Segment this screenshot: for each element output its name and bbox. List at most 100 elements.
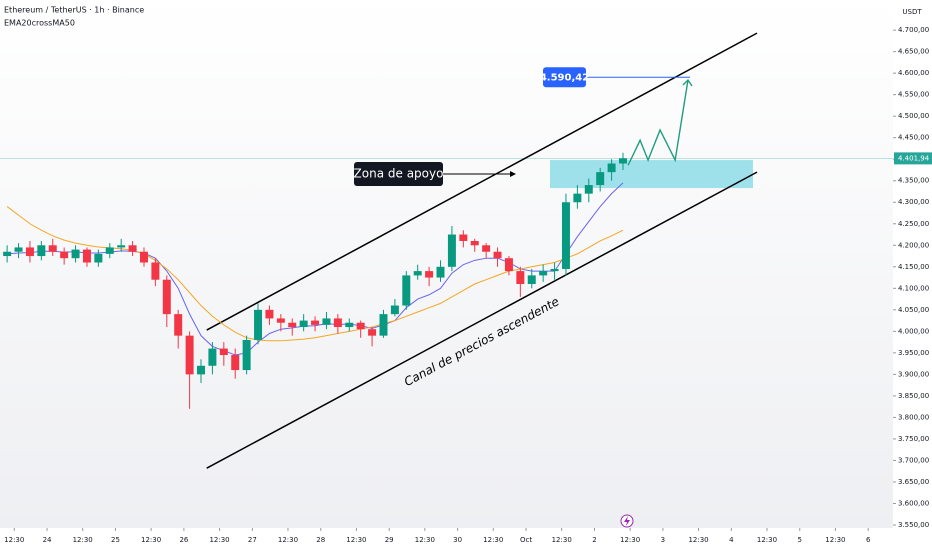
last-price-label: 4.401,94 — [898, 154, 930, 162]
candle-body — [607, 163, 616, 173]
x-tick-label: 12:30 — [620, 536, 640, 544]
candle-body — [539, 271, 548, 276]
candle-body — [60, 251, 69, 259]
y-tick-label: 3.900,00 — [898, 370, 929, 378]
x-tick-label: 12:30 — [346, 536, 366, 544]
candle-body — [447, 234, 456, 267]
candle-body — [504, 258, 513, 272]
x-tick-label: 12:30 — [278, 536, 298, 544]
candle-body — [208, 348, 217, 366]
last-price-box — [894, 152, 932, 165]
x-tick-label: 24 — [43, 536, 52, 544]
y-tick-label: 3.850,00 — [898, 392, 929, 400]
candle-body — [368, 329, 377, 336]
candle-body — [379, 314, 388, 336]
candle-body — [174, 314, 183, 336]
candle-body — [618, 158, 627, 164]
y-tick-label: 3.600,00 — [898, 499, 929, 507]
y-tick-label: 4.550,00 — [898, 91, 929, 99]
candle-body — [345, 322, 354, 328]
candle-body — [527, 275, 536, 285]
candle-body — [254, 309, 263, 340]
x-tick-label: 12:30 — [209, 536, 229, 544]
candle-body — [333, 318, 342, 328]
candle-body — [596, 172, 605, 186]
x-tick-label: 25 — [111, 536, 120, 544]
support-label-box — [354, 162, 443, 186]
support-arrow-head — [510, 171, 516, 177]
candle-body — [470, 240, 479, 246]
candle-body — [197, 365, 206, 375]
candle-body — [94, 253, 103, 263]
y-tick-label: 3.550,00 — [898, 521, 929, 529]
candle-body — [128, 245, 137, 252]
target-label-box — [543, 67, 586, 88]
x-tick-label: 12:30 — [4, 536, 24, 544]
candle-body — [139, 251, 148, 263]
x-tick-label: 12:30 — [73, 536, 93, 544]
x-tick-label: 6 — [866, 536, 871, 544]
candle-body — [37, 245, 46, 257]
candle-body — [322, 318, 331, 325]
y-tick-label: 4.600,00 — [898, 69, 929, 77]
candle-body — [584, 185, 593, 194]
candle-body — [3, 251, 12, 257]
y-tick-label: 4.200,00 — [898, 241, 929, 249]
x-tick-label: 2 — [592, 536, 596, 544]
y-tick-label: 4.100,00 — [898, 284, 929, 292]
projection-arrowhead — [682, 78, 693, 87]
candle-body — [299, 320, 308, 328]
y-tick-label: 4.500,00 — [898, 112, 929, 120]
plot-background — [0, 0, 893, 528]
channel-lower — [206, 171, 758, 469]
candle-body — [162, 279, 171, 315]
candle-body — [185, 335, 194, 375]
candle-body — [14, 247, 23, 252]
candle-body — [459, 234, 468, 241]
candle-body — [390, 305, 399, 315]
y-tick-label: 3.650,00 — [898, 478, 929, 486]
support-zone — [549, 160, 754, 189]
y-unit: USDT — [902, 8, 922, 16]
candle-body — [482, 245, 491, 252]
event-icon[interactable] — [620, 514, 634, 528]
candle-body — [242, 339, 251, 371]
x-tick-label: 30 — [453, 536, 462, 544]
candle-body — [265, 309, 274, 319]
x-tick-label: 3 — [661, 536, 665, 544]
candle-body — [356, 322, 365, 330]
y-tick-label: 4.300,00 — [898, 198, 929, 206]
x-tick-label: 12:30 — [757, 536, 777, 544]
x-tick-label: 26 — [179, 536, 188, 544]
y-tick-label: 4.250,00 — [898, 220, 929, 228]
x-tick-label: 5 — [798, 536, 802, 544]
chart-title: Ethereum / TetherUS · 1h · Binance — [4, 6, 144, 15]
candle-body — [71, 249, 80, 259]
candle-body — [151, 262, 160, 280]
x-tick-label: Oct — [520, 536, 532, 544]
candle-body — [413, 271, 422, 276]
y-tick-label: 4.650,00 — [898, 48, 929, 56]
candle-body — [276, 318, 285, 323]
candle-body — [105, 247, 114, 254]
candle-body — [311, 320, 320, 325]
y-tick-label: 3.950,00 — [898, 349, 929, 357]
indicator-name: EMA20crossMA50 — [4, 19, 75, 28]
x-tick-label: 12:30 — [483, 536, 503, 544]
candle-body — [82, 249, 91, 263]
x-tick-label: 27 — [248, 536, 257, 544]
x-tick-label: 12:30 — [688, 536, 708, 544]
candle-body — [219, 348, 228, 356]
x-tick-label: 12:30 — [825, 536, 845, 544]
channel-upper — [206, 32, 758, 331]
y-tick-label: 4.700,00 — [898, 26, 929, 34]
y-tick-label: 3.700,00 — [898, 456, 929, 464]
y-tick-label: 4.150,00 — [898, 263, 929, 271]
candle-body — [436, 266, 445, 278]
candle-body — [573, 193, 582, 203]
candle-body — [425, 271, 434, 278]
y-tick-label: 4.000,00 — [898, 327, 929, 335]
y-tick-label: 4.450,00 — [898, 134, 929, 142]
